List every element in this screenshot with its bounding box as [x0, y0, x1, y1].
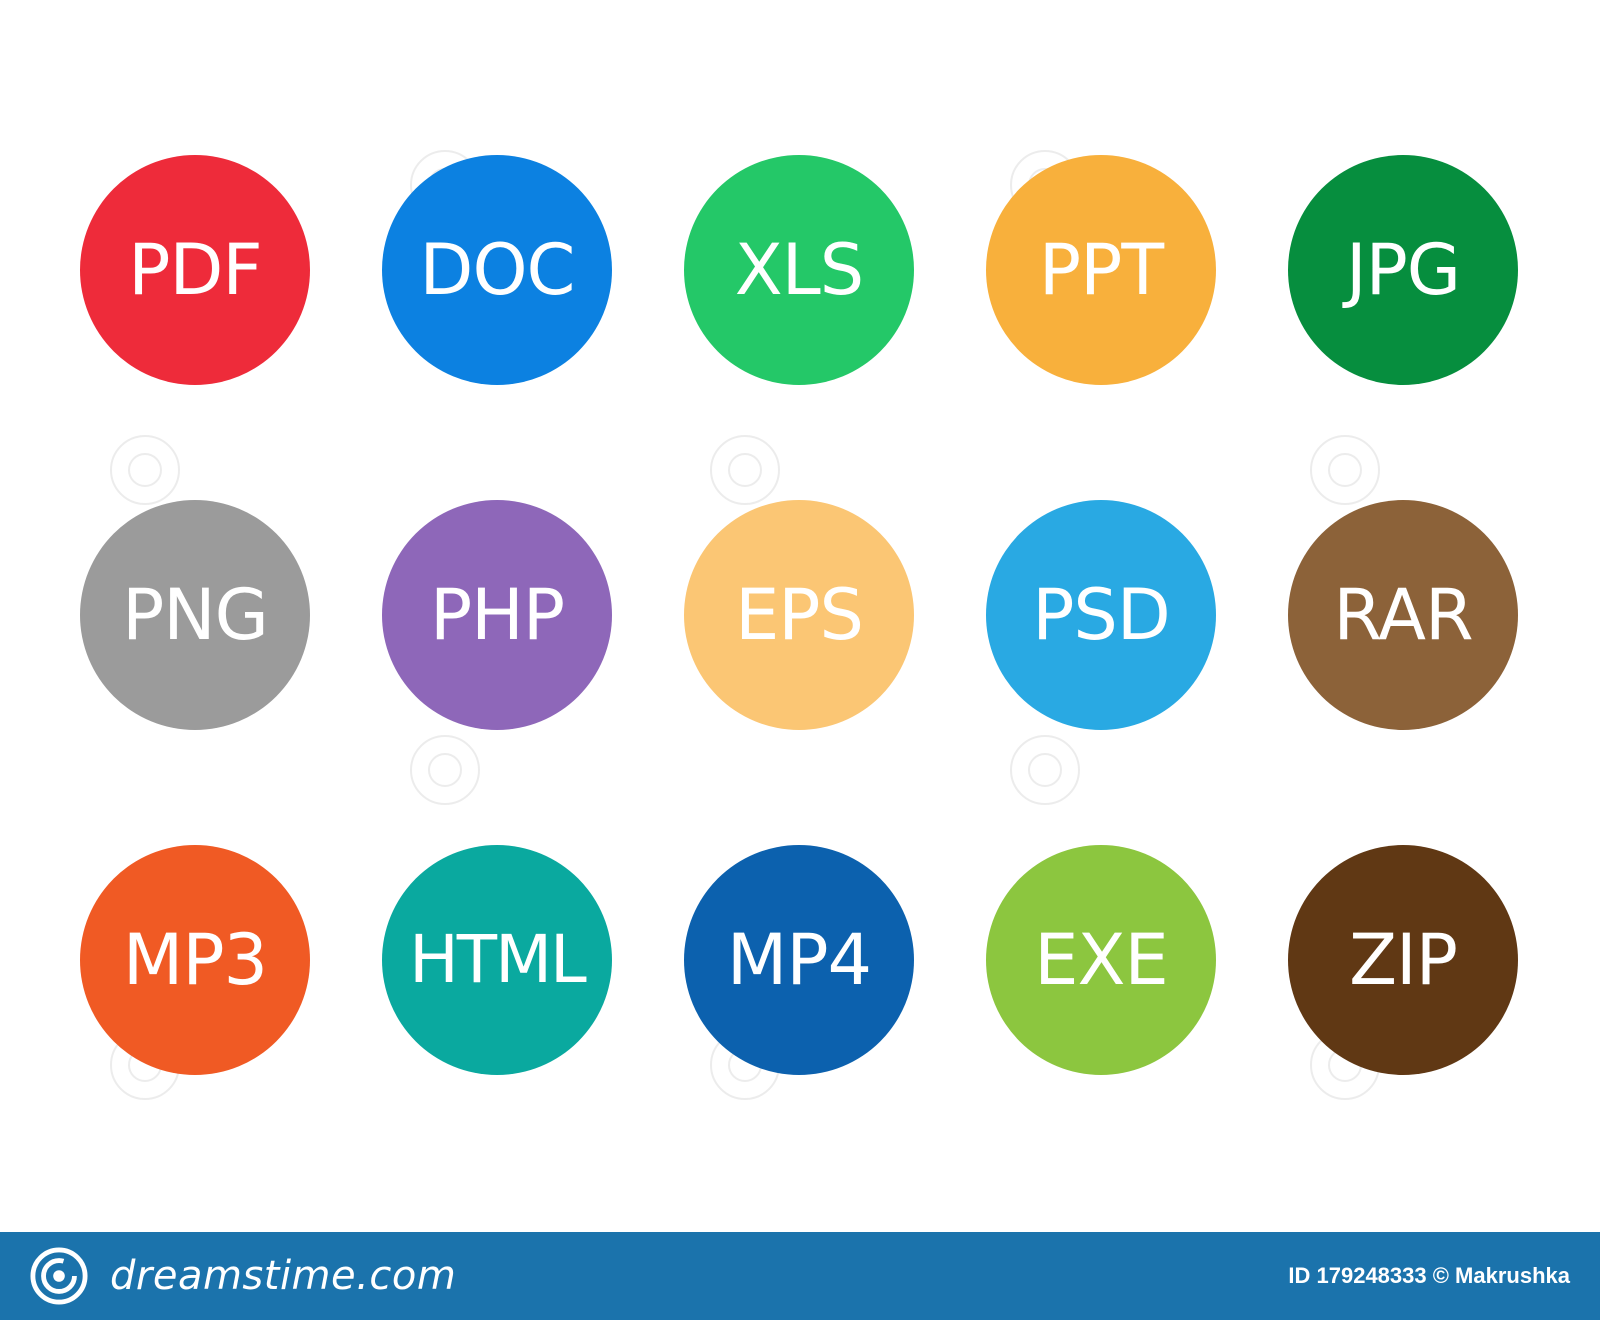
footer-credit-text: ID 179248333 © Makrushka [1288, 1263, 1570, 1288]
php-file-icon: PHP [382, 500, 612, 730]
html-file-icon: HTML [382, 845, 612, 1075]
eps-file-icon: EPS [684, 500, 914, 730]
file-icon-label: XLS [734, 229, 864, 311]
doc-file-icon: DOC [382, 155, 612, 385]
file-icon-label: HTML [409, 921, 587, 998]
xls-file-icon: XLS [684, 155, 914, 385]
file-icon-label: MP3 [122, 919, 268, 1001]
jpg-file-icon: JPG [1288, 155, 1518, 385]
watermark-spiral-icon [110, 435, 180, 505]
file-icon-label: PPT [1038, 229, 1164, 311]
watermark-spiral-icon [1010, 735, 1080, 805]
file-icon-label: PNG [122, 574, 269, 656]
footer-brand-text: dreamstime.com [110, 1253, 457, 1299]
watermark-spiral-icon [710, 435, 780, 505]
spiral-logo-icon [30, 1247, 88, 1305]
file-format-icon-grid: PDF DOC XLS PPT JPG PNG PHP EPS PSD RAR … [80, 150, 1518, 1100]
file-icon-label: EPS [735, 574, 864, 656]
pdf-file-icon: PDF [80, 155, 310, 385]
file-icon-label: RAR [1333, 574, 1473, 656]
watermark-spiral-icon [410, 735, 480, 805]
watermark-footer-bar: dreamstime.com ID 179248333 © Makrushka [0, 1232, 1600, 1320]
footer-logo: dreamstime.com [30, 1247, 456, 1305]
file-icon-label: DOC [419, 229, 576, 311]
exe-file-icon: EXE [986, 845, 1216, 1075]
mp4-file-icon: MP4 [684, 845, 914, 1075]
watermark-spiral-icon [1310, 435, 1380, 505]
png-file-icon: PNG [80, 500, 310, 730]
ppt-file-icon: PPT [986, 155, 1216, 385]
rar-file-icon: RAR [1288, 500, 1518, 730]
mp3-file-icon: MP3 [80, 845, 310, 1075]
file-icon-label: JPG [1345, 229, 1461, 311]
file-icon-label: PSD [1032, 574, 1171, 656]
file-icon-label: ZIP [1349, 919, 1458, 1001]
file-icon-label: PDF [128, 229, 262, 311]
file-icon-label: PHP [429, 574, 565, 656]
zip-file-icon: ZIP [1288, 845, 1518, 1075]
file-icon-label: EXE [1034, 919, 1168, 1001]
file-icon-label: MP4 [726, 919, 872, 1001]
psd-file-icon: PSD [986, 500, 1216, 730]
